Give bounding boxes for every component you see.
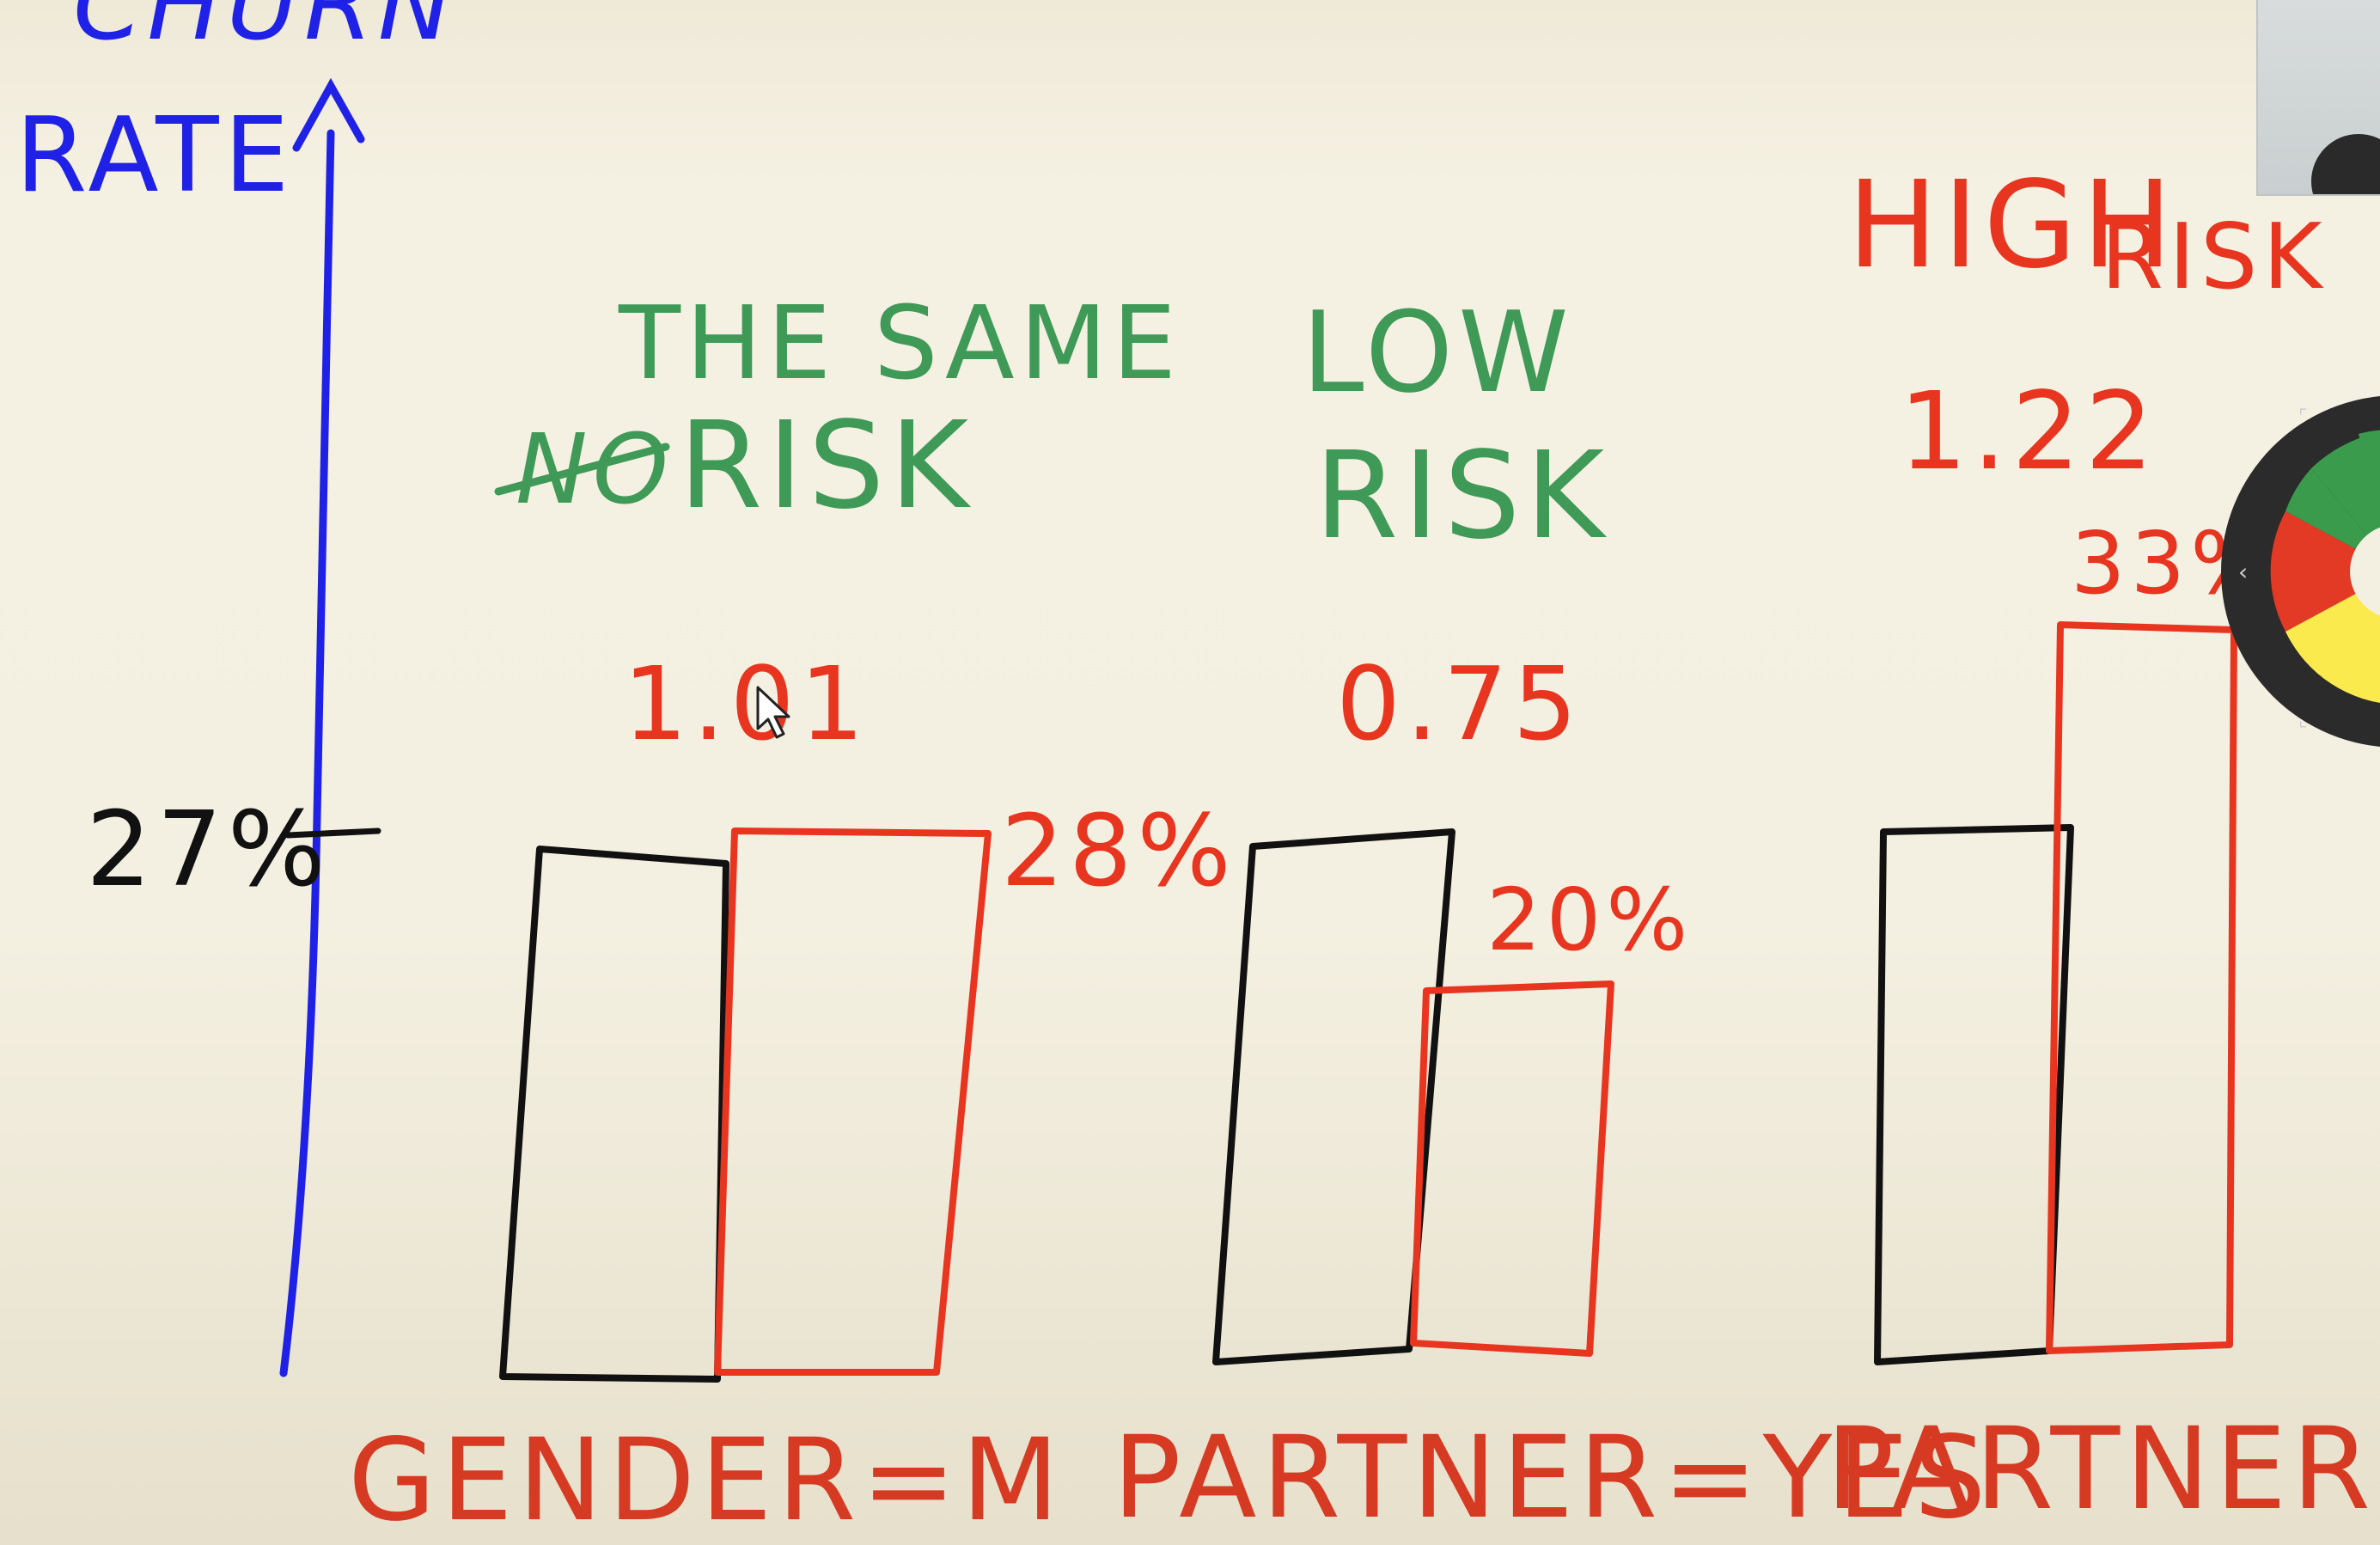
verdict-line1: THE SAME (618, 284, 1181, 402)
group-partner-yes: LOW RISK 0.75 20% PARTNER=YES (1113, 287, 1991, 1544)
group-bar (2046, 621, 2237, 1354)
verdict-line1: HIGH (1847, 156, 2177, 296)
category-label: PARTNER=NO (1826, 1403, 2380, 1536)
radial-tool-menu[interactable]: ‹ ⌜ ⌞ (2221, 395, 2380, 748)
verdict-struck-word: NO (516, 414, 674, 526)
corner-icon: ⌞ (2298, 710, 2307, 731)
corner-icon: ⌜ (2298, 406, 2307, 428)
baseline-bar (1874, 824, 2074, 1365)
y-axis (279, 77, 365, 1377)
y-axis-label-line2: RATE (15, 96, 294, 216)
verdict-line1: LOW (1302, 287, 1574, 418)
presenter-silhouette (2311, 134, 2380, 194)
risk-ratio: 0.75 (1336, 644, 1583, 763)
verdict-line2: RISK (1315, 426, 1609, 566)
verdict-line2: RISK (679, 396, 973, 536)
baseline-rate-label: 27% (86, 791, 331, 910)
group-bar (714, 827, 992, 1376)
category-label: GENDER=M (348, 1414, 1065, 1545)
webcam-overlay (2256, 0, 2380, 196)
group-gender-m: THE SAME NO RISK 1.01 28% GENDER=M (348, 284, 1236, 1545)
verdict-line2: RISK (2101, 205, 2327, 309)
group-rate-label: 20% (1486, 870, 1693, 970)
chevron-left-icon[interactable]: ‹ (2238, 558, 2248, 586)
baseline-tick (284, 827, 381, 839)
y-axis-label-line1: CHURN (73, 0, 457, 63)
baseline-bar (499, 846, 729, 1383)
group-bar (1410, 980, 1614, 1357)
mouse-cursor-icon (756, 686, 790, 739)
risk-ratio: 1.22 (1899, 369, 2158, 494)
strikethrough (494, 443, 670, 496)
group-partner-no: HIGH RISK 1.22 33% PARTNER=NO (1826, 156, 2380, 1536)
risk-ratio: 1.01 (623, 644, 870, 763)
group-rate-label: 28% (1001, 794, 1236, 909)
category-label: PARTNER=YES (1113, 1412, 1991, 1544)
baseline-bar (1212, 828, 1455, 1365)
